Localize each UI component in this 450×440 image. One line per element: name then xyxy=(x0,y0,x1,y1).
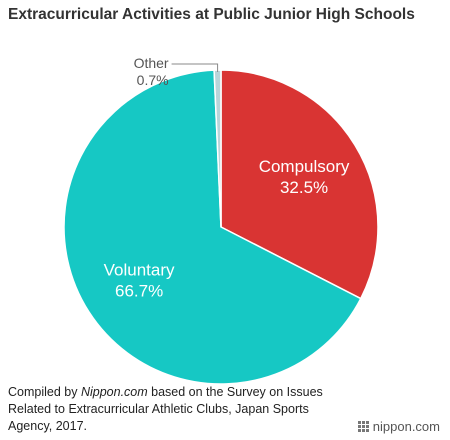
source-note: Compiled by Nippon.com based on the Surv… xyxy=(8,384,338,435)
slice-label-voluntary: Voluntary xyxy=(104,261,175,280)
slice-label-other: Other xyxy=(134,55,169,71)
pie-slice-compulsory xyxy=(220,69,379,300)
brand-logo: nippon.com xyxy=(357,419,440,434)
slice-value-voluntary: 66.7% xyxy=(115,282,163,301)
pie-slice-voluntary xyxy=(63,69,362,385)
chart-title: Extracurricular Activities at Public Jun… xyxy=(8,6,415,23)
leader-line-other xyxy=(171,63,219,73)
slice-label-compulsory: Compulsory xyxy=(259,157,350,176)
source-suffix: based on the Survey on Issues Related to… xyxy=(8,385,323,433)
brand-name: nippon.com xyxy=(372,419,440,434)
slice-value-other: 0.7% xyxy=(137,72,169,88)
slice-value-compulsory: 32.5% xyxy=(280,178,328,197)
source-publisher: Nippon.com xyxy=(80,385,148,399)
source-prefix: Compiled by xyxy=(8,385,81,399)
logo-dots-icon xyxy=(357,421,369,432)
